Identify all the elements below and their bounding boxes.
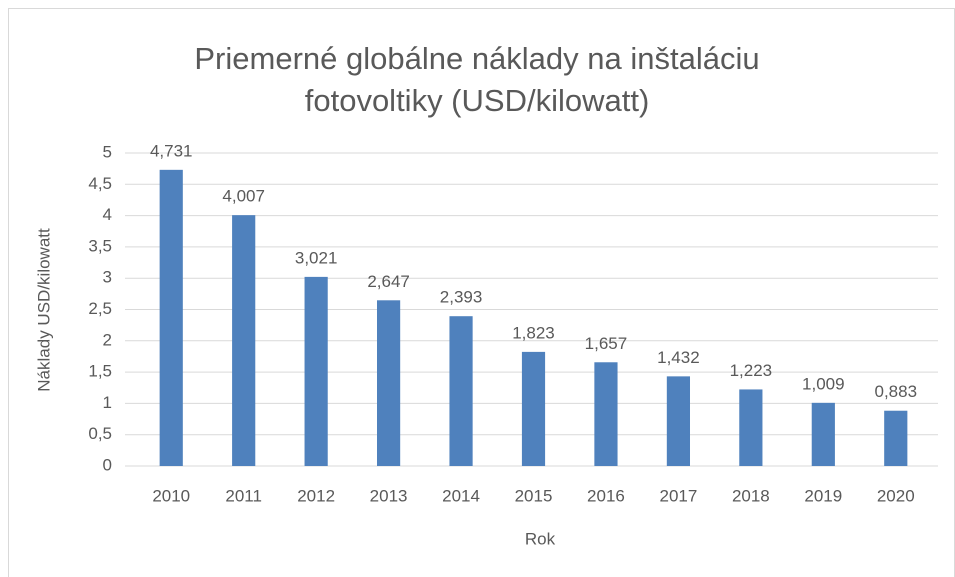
x-tick-label: 2013 <box>370 486 408 505</box>
data-label: 4,007 <box>222 187 265 206</box>
y-tick-label: 3,5 <box>88 236 112 255</box>
y-tick-label: 4 <box>103 205 112 224</box>
x-axis-label: Rok <box>525 529 556 548</box>
y-tick-label: 3 <box>103 268 112 287</box>
bar <box>521 351 546 466</box>
bar <box>594 362 618 466</box>
y-tick-label: 5 <box>103 142 112 161</box>
x-tick-label: 2019 <box>804 486 842 505</box>
x-tick-label: 2014 <box>442 486 480 505</box>
x-tick-label: 2015 <box>515 486 553 505</box>
y-tick-label: 2,5 <box>88 299 112 318</box>
data-label: 4,731 <box>150 141 193 160</box>
bar <box>232 215 256 466</box>
bar <box>159 169 183 466</box>
bar <box>449 316 473 466</box>
x-tick-label: 2010 <box>152 486 190 505</box>
bar <box>739 389 763 466</box>
bar <box>376 300 401 466</box>
bar <box>811 402 835 466</box>
x-tick-label: 2017 <box>659 486 697 505</box>
data-label: 2,647 <box>367 272 410 291</box>
y-axis-label: Náklady USD/kilowatt <box>34 228 53 392</box>
x-tick-label: 2020 <box>877 486 915 505</box>
data-label: 2,393 <box>440 288 483 307</box>
data-label: 0,883 <box>874 382 917 401</box>
bar <box>666 376 691 466</box>
y-tick-label: 0,5 <box>88 424 112 443</box>
x-tick-label: 2018 <box>732 486 770 505</box>
data-label: 1,223 <box>730 361 773 380</box>
data-label: 3,021 <box>295 248 338 267</box>
y-tick-label: 1 <box>103 393 112 412</box>
y-tick-label: 2 <box>103 330 112 349</box>
x-tick-label: 2016 <box>587 486 625 505</box>
y-tick-label: 0 <box>103 455 112 474</box>
bar <box>304 276 328 466</box>
data-label: 1,657 <box>585 334 628 353</box>
y-tick-label: 4,5 <box>88 174 112 193</box>
data-label: 1,009 <box>802 374 845 393</box>
x-tick-label: 2012 <box>297 486 335 505</box>
data-label: 1,432 <box>657 348 700 367</box>
chart-title: Priemerné globálne náklady na inštaláciu… <box>194 41 760 118</box>
bar <box>884 410 908 466</box>
data-label: 1,823 <box>512 323 555 342</box>
x-tick-label: 2011 <box>225 486 262 505</box>
y-tick-label: 1,5 <box>88 362 112 381</box>
